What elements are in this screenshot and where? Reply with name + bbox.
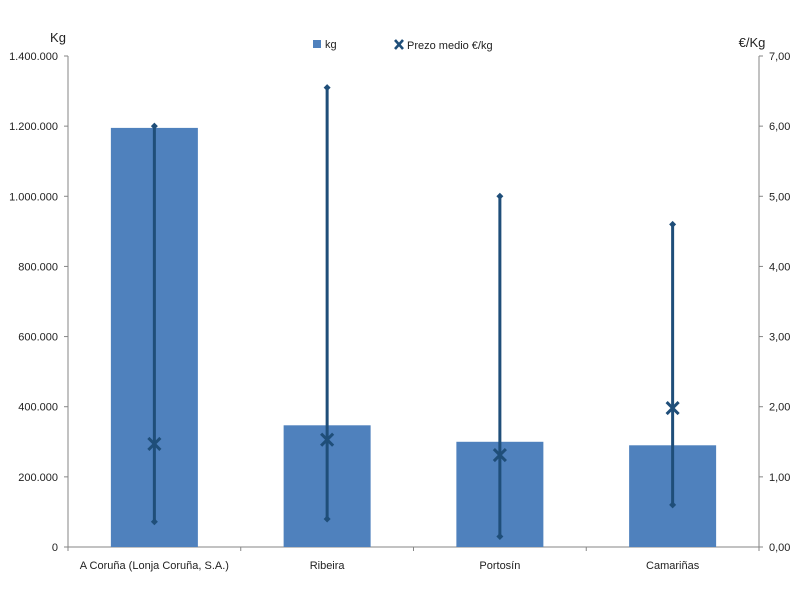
legend-swatch-kg [313,40,321,48]
y-right-axis-title: €/Kg [739,35,766,50]
price-avg-marker [147,436,162,451]
legend-x-marker-icon [394,39,404,50]
y-right-tick-label: 5,00 [769,191,790,203]
y-right-tick-label: 0,00 [769,542,790,554]
legend: kg Prezo medio €/kg [313,39,493,52]
y-right-tick-label: 4,00 [769,261,790,273]
y-right-tick-label: 7,00 [769,51,790,63]
x-tick-label: Ribeira [310,560,346,572]
y-left-tick-label: 1.200.000 [9,121,58,133]
y-left-tick-label: 1.400.000 [9,51,58,63]
legend-label-price: Prezo medio €/kg [407,40,493,52]
price-min-marker [323,515,331,523]
y-left-tick-label: 200.000 [18,472,58,484]
price-max-marker [496,192,504,200]
y-right-tick-label: 3,00 [769,332,790,344]
price-min-marker [150,518,158,526]
x-tick-label: Camariñas [646,560,700,572]
price-avg-marker [320,432,335,447]
price-max-marker [150,122,158,130]
price-max-marker [323,84,331,92]
y-left-tick-label: 800.000 [18,261,58,273]
y-left-tick-label: 600.000 [18,332,58,344]
y-left-tick-label: 400.000 [18,402,58,414]
bars [110,127,717,548]
price-max-marker [669,220,677,228]
price-avg-marker [665,401,680,416]
y-right-tick-label: 6,00 [769,121,790,133]
price-min-marker [496,532,504,540]
y-left-tick-label: 0 [52,542,58,554]
legend-label-kg: kg [325,39,337,51]
tick-labels: 0 0,00 200.000 1,00 400.000 2,00 600.000 3,00 80… [9,51,790,572]
price-min-marker [669,501,677,509]
x-tick-label: Portosín [479,560,520,572]
y-right-tick-label: 2,00 [769,402,790,414]
y-left-tick-label: 1.000.000 [9,191,58,203]
x-tick-label: A Coruña (Lonja Coruña, S.A.) [80,560,229,572]
price-avg-marker [492,448,507,463]
price-ranges [147,84,680,540]
y-right-tick-label: 1,00 [769,472,790,484]
y-left-axis-title: Kg [50,30,66,45]
